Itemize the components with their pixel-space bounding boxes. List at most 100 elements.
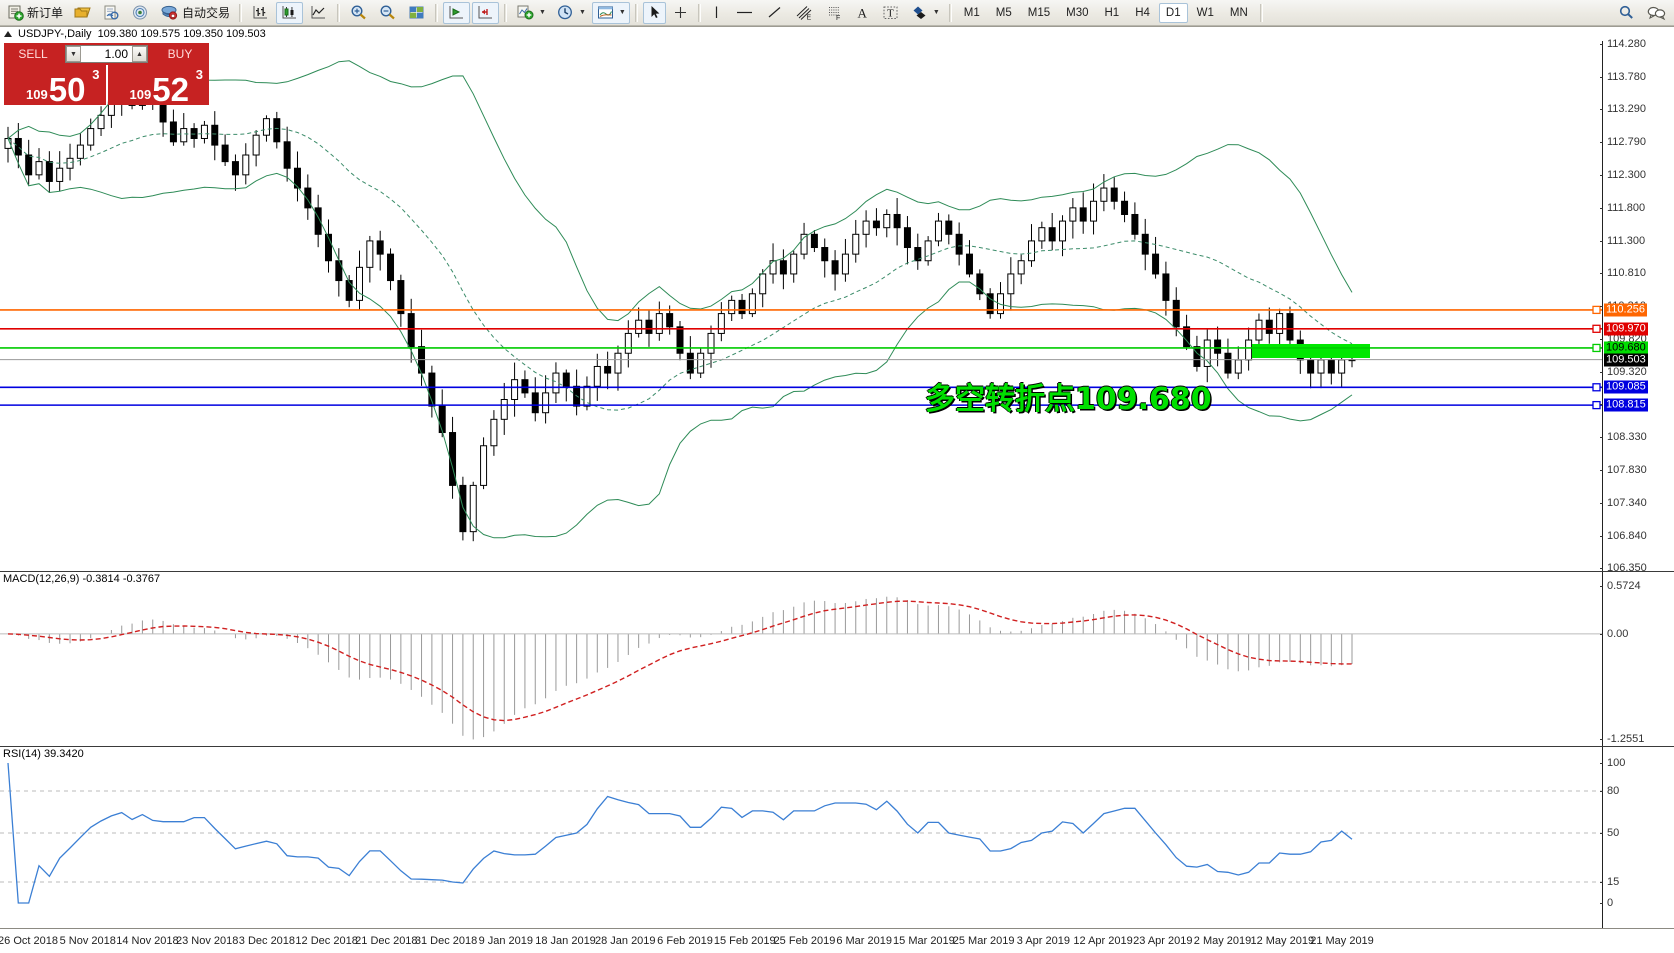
price-tick-label: 113.780 (1607, 71, 1646, 84)
svg-text:F: F (836, 15, 840, 21)
price-line-tag[interactable]: 108.815 (1604, 398, 1648, 412)
price-chart-canvas[interactable] (0, 41, 1602, 571)
cursor-button[interactable] (642, 1, 666, 24)
toolbar-separator-3 (435, 3, 439, 22)
trendline-button[interactable] (761, 2, 788, 24)
price-line-tag[interactable]: 109.970 (1604, 322, 1648, 336)
price-axis[interactable]: 114.280 113.780 113.290 112.790 112.300 111.8… (1600, 38, 1674, 574)
date-tick-label: 21 Dec 2018 (355, 935, 418, 947)
candlestick-chart-button[interactable] (276, 1, 304, 24)
chat-button[interactable] (1642, 2, 1671, 24)
price-line-tag[interactable]: 109.680 (1604, 341, 1648, 355)
macd-pane[interactable]: MACD(12,26,9) -0.3814 -0.3767 0.5724 0.00… (0, 571, 1674, 746)
chevron-down-icon-4[interactable]: ▼ (932, 9, 940, 16)
search-button[interactable] (1613, 2, 1640, 24)
horizontal-line-button[interactable] (730, 2, 759, 24)
price-line-tag[interactable]: 109.503 (1604, 353, 1648, 367)
date-tick-label: 18 Jan 2019 (535, 935, 596, 947)
price-line-tag[interactable]: 109.085 (1604, 380, 1648, 394)
fibonacci-button[interactable]: F (821, 2, 848, 24)
chevron-down-icon-3[interactable]: ▼ (618, 9, 626, 16)
price-tick-label: 107.340 (1607, 496, 1647, 509)
price-tick-mark (1600, 44, 1603, 45)
buy-button[interactable]: BUY (151, 43, 209, 65)
timeframe-h4[interactable]: H4 (1135, 6, 1150, 19)
timeframe-h1[interactable]: H1 (1104, 6, 1120, 19)
macd-tick-mark (1600, 586, 1603, 587)
toolbar-separator-2 (337, 3, 341, 22)
collapse-triangle-icon[interactable] (4, 31, 12, 37)
text-button[interactable]: A (850, 2, 875, 24)
indicators-button[interactable]: ▼ (512, 2, 550, 24)
templates-button[interactable]: ▼ (591, 1, 630, 24)
date-tick-label: 14 Nov 2018 (116, 935, 179, 947)
rsi-pane[interactable]: RSI(14) 39.3420 100 80 50 15 0 (0, 746, 1674, 928)
bar-chart-button[interactable] (247, 2, 274, 24)
date-tick-label: 26 Oct 2018 (0, 935, 58, 947)
price-tick-mark (1600, 273, 1603, 275)
price-tick-mark (1600, 240, 1603, 242)
period-button[interactable]: ▼ (552, 2, 590, 24)
timeframe-m30[interactable]: M30 (1066, 6, 1089, 19)
folder-button[interactable] (69, 2, 96, 24)
timeframe-d1[interactable]: D1 (1158, 2, 1188, 23)
toolbar-separator (239, 3, 243, 22)
date-tick-label: 15 Feb 2019 (713, 935, 776, 947)
shift-end-icon (478, 6, 493, 19)
price-tick-label: 113.290 (1607, 103, 1646, 116)
chart-window[interactable]: USDJPY-,Daily 109.380 109.575 109.350 10… (0, 26, 1674, 953)
one-click-trading-panel[interactable]: SELL ▼ 1.00 ▲ BUY 109 50 3 109 (4, 43, 209, 108)
zoom-in-button[interactable] (345, 2, 372, 24)
toolbar-separator-5 (634, 3, 638, 22)
date-tick-label: 25 Feb 2019 (773, 935, 836, 947)
text-label-button[interactable]: T (877, 2, 904, 24)
buy-price-box[interactable]: 109 52 3 (107, 65, 209, 108)
shapes-button[interactable]: ▼ (906, 2, 944, 24)
macd-tick-label: 0.00 (1607, 627, 1629, 640)
crosshair-icon (674, 7, 686, 18)
timeframe-m15[interactable]: M15 (1027, 6, 1051, 19)
chevron-down-icon-2[interactable]: ▼ (578, 9, 586, 16)
price-tick-mark (1600, 109, 1603, 111)
timeframe-mn[interactable]: MN (1229, 6, 1248, 19)
date-tick-label: 12 Apr 2019 (1073, 935, 1133, 947)
macd-axis[interactable]: 0.5724 0.00 -1.2551 (1600, 572, 1674, 746)
chevron-down-icon[interactable]: ▼ (539, 9, 546, 16)
price-pane[interactable]: 多空转折点109.680 114.280 113.780 113.290 112.79… (0, 38, 1674, 574)
sell-button[interactable]: SELL (4, 43, 62, 65)
sell-price-whole: 109 (26, 87, 48, 102)
svg-text:E: E (806, 15, 811, 22)
zoom-out-button[interactable] (374, 2, 401, 24)
crosshair-button[interactable] (668, 2, 693, 24)
timeframe-m5[interactable]: M5 (995, 6, 1012, 19)
date-axis[interactable]: 26 Oct 2018 5 Nov 2018 14 Nov 2018 23 Nov 2… (0, 928, 1674, 953)
price-line-tag[interactable]: 110.256 (1604, 303, 1647, 317)
date-tick-label: 3 Apr 2019 (1016, 935, 1070, 947)
rsi-axis[interactable]: 100 80 50 15 0 (1600, 747, 1674, 928)
date-tick-label: 5 Nov 2018 (59, 935, 116, 947)
oct-top-row: SELL ▼ 1.00 ▲ BUY (4, 43, 209, 65)
timeframe-w1[interactable]: W1 (1196, 6, 1214, 19)
volume-increment-button[interactable]: ▲ (132, 46, 147, 62)
volume-dropdown-button[interactable]: ▼ (66, 46, 81, 62)
autotrade-button[interactable]: 自动交易 (156, 2, 234, 24)
date-tick-label: 21 May 2019 (1310, 935, 1374, 947)
print-preview-button[interactable] (98, 2, 125, 24)
shift-end-button[interactable] (472, 1, 500, 24)
price-tick-label: 114.280 (1607, 38, 1646, 50)
timeframe-m1[interactable]: M1 (963, 6, 980, 19)
macd-tick-mark (1600, 633, 1603, 635)
sell-price-box[interactable]: 109 50 3 (4, 65, 106, 108)
equidistant-channel-button[interactable]: E (790, 2, 819, 24)
shift-start-button[interactable] (443, 1, 471, 24)
volume-input[interactable]: 1.00 (81, 46, 132, 62)
line-chart-icon (311, 6, 326, 19)
vertical-line-button[interactable] (706, 2, 728, 24)
network-button[interactable] (127, 2, 154, 24)
grid-button[interactable] (403, 2, 430, 24)
price-tick-label: 112.300 (1607, 168, 1646, 181)
new-order-button[interactable]: 新订单 (3, 2, 67, 24)
price-tick-mark (1600, 371, 1603, 373)
line-chart-button[interactable] (305, 2, 332, 24)
